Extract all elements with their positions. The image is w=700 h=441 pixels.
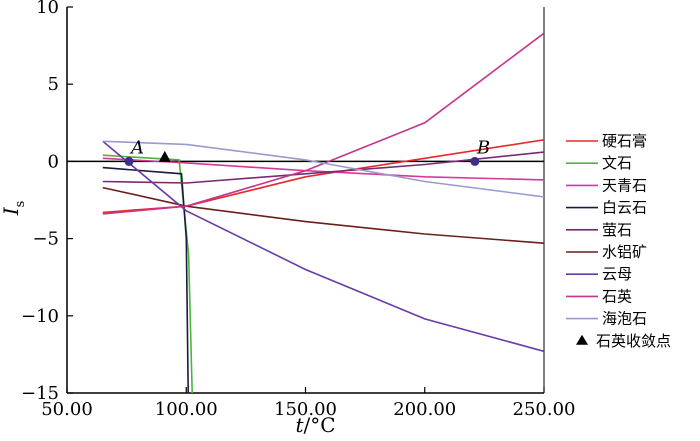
legend-label-3: 白云石 — [602, 199, 647, 217]
x-tick-label: 200.00 — [393, 399, 456, 420]
label-A: A — [129, 137, 144, 158]
legend-label-4: 萤石 — [602, 221, 632, 239]
legend-label-6: 云母 — [602, 265, 632, 283]
y-tick-label: −5 — [32, 229, 59, 250]
legend-label-7: 石英 — [602, 287, 632, 305]
x-tick-label: 150.00 — [274, 399, 337, 420]
y-tick-label: −10 — [21, 306, 59, 327]
x-axis-label: t/°C — [295, 413, 335, 437]
legend-marker-convergence — [576, 334, 588, 345]
series-line-5 — [102, 186, 544, 244]
point-A — [124, 156, 134, 166]
label-B: B — [476, 137, 490, 158]
series-line-6 — [102, 140, 544, 353]
legend-label-convergence: 石英收敛点 — [596, 332, 671, 350]
x-tick-label: 250.00 — [513, 399, 576, 420]
series-line-8 — [102, 140, 544, 198]
point-B — [470, 156, 480, 166]
legend-label-0: 硬石膏 — [602, 132, 647, 150]
y-axis-label: Is — [0, 201, 28, 217]
axes: 50.00 100.00 150.00 200.00 250.00 −15 −10 −5 0 5 1… — [0, 0, 575, 437]
x-tick-label: 100.00 — [155, 399, 218, 420]
y-tick-label: 5 — [48, 74, 59, 95]
legend-label-5: 水铝矿 — [602, 243, 647, 261]
legend-label-2: 天青石 — [602, 176, 647, 194]
legend-label-1: 文石 — [602, 154, 632, 172]
y-tick-label: 0 — [48, 151, 59, 172]
legend-label-8: 海泡石 — [602, 310, 647, 328]
y-tick-label: 10 — [36, 0, 59, 18]
series-line-7 — [102, 32, 544, 215]
y-tick-label: −15 — [21, 383, 59, 404]
series-line-4 — [102, 151, 544, 184]
x-tick-label: 50.00 — [41, 399, 93, 420]
convergence-marker — [158, 150, 171, 162]
